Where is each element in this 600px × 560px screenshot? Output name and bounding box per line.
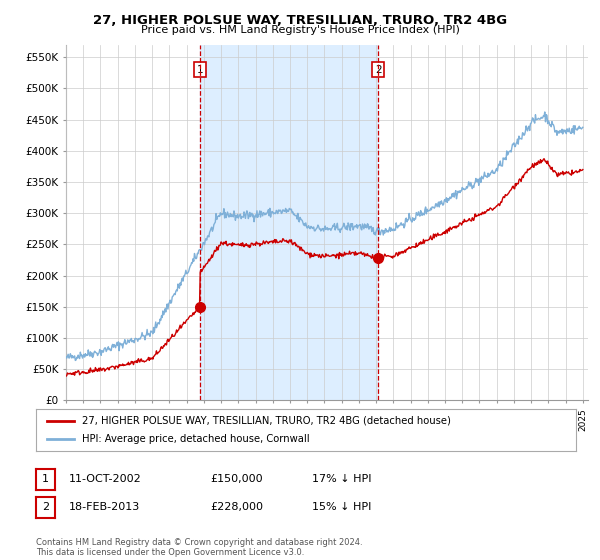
- Text: Contains HM Land Registry data © Crown copyright and database right 2024.
This d: Contains HM Land Registry data © Crown c…: [36, 538, 362, 557]
- Bar: [200, 45, 378, 400]
- Text: HPI: Average price, detached house, Cornwall: HPI: Average price, detached house, Corn…: [82, 434, 310, 444]
- Text: 1: 1: [197, 65, 203, 74]
- Text: 15% ↓ HPI: 15% ↓ HPI: [312, 502, 371, 512]
- Text: 27, HIGHER POLSUE WAY, TRESILLIAN, TRURO, TR2 4BG (detached house): 27, HIGHER POLSUE WAY, TRESILLIAN, TRURO…: [82, 416, 451, 426]
- Text: 27, HIGHER POLSUE WAY, TRESILLIAN, TRURO, TR2 4BG: 27, HIGHER POLSUE WAY, TRESILLIAN, TRURO…: [93, 14, 507, 27]
- Text: 2: 2: [42, 502, 49, 512]
- Text: 17% ↓ HPI: 17% ↓ HPI: [312, 474, 371, 484]
- Text: 2: 2: [375, 65, 382, 74]
- Text: 11-OCT-2002: 11-OCT-2002: [69, 474, 142, 484]
- Text: 18-FEB-2013: 18-FEB-2013: [69, 502, 140, 512]
- Text: Price paid vs. HM Land Registry's House Price Index (HPI): Price paid vs. HM Land Registry's House …: [140, 25, 460, 35]
- Text: 1: 1: [42, 474, 49, 484]
- Text: £150,000: £150,000: [210, 474, 263, 484]
- Text: £228,000: £228,000: [210, 502, 263, 512]
